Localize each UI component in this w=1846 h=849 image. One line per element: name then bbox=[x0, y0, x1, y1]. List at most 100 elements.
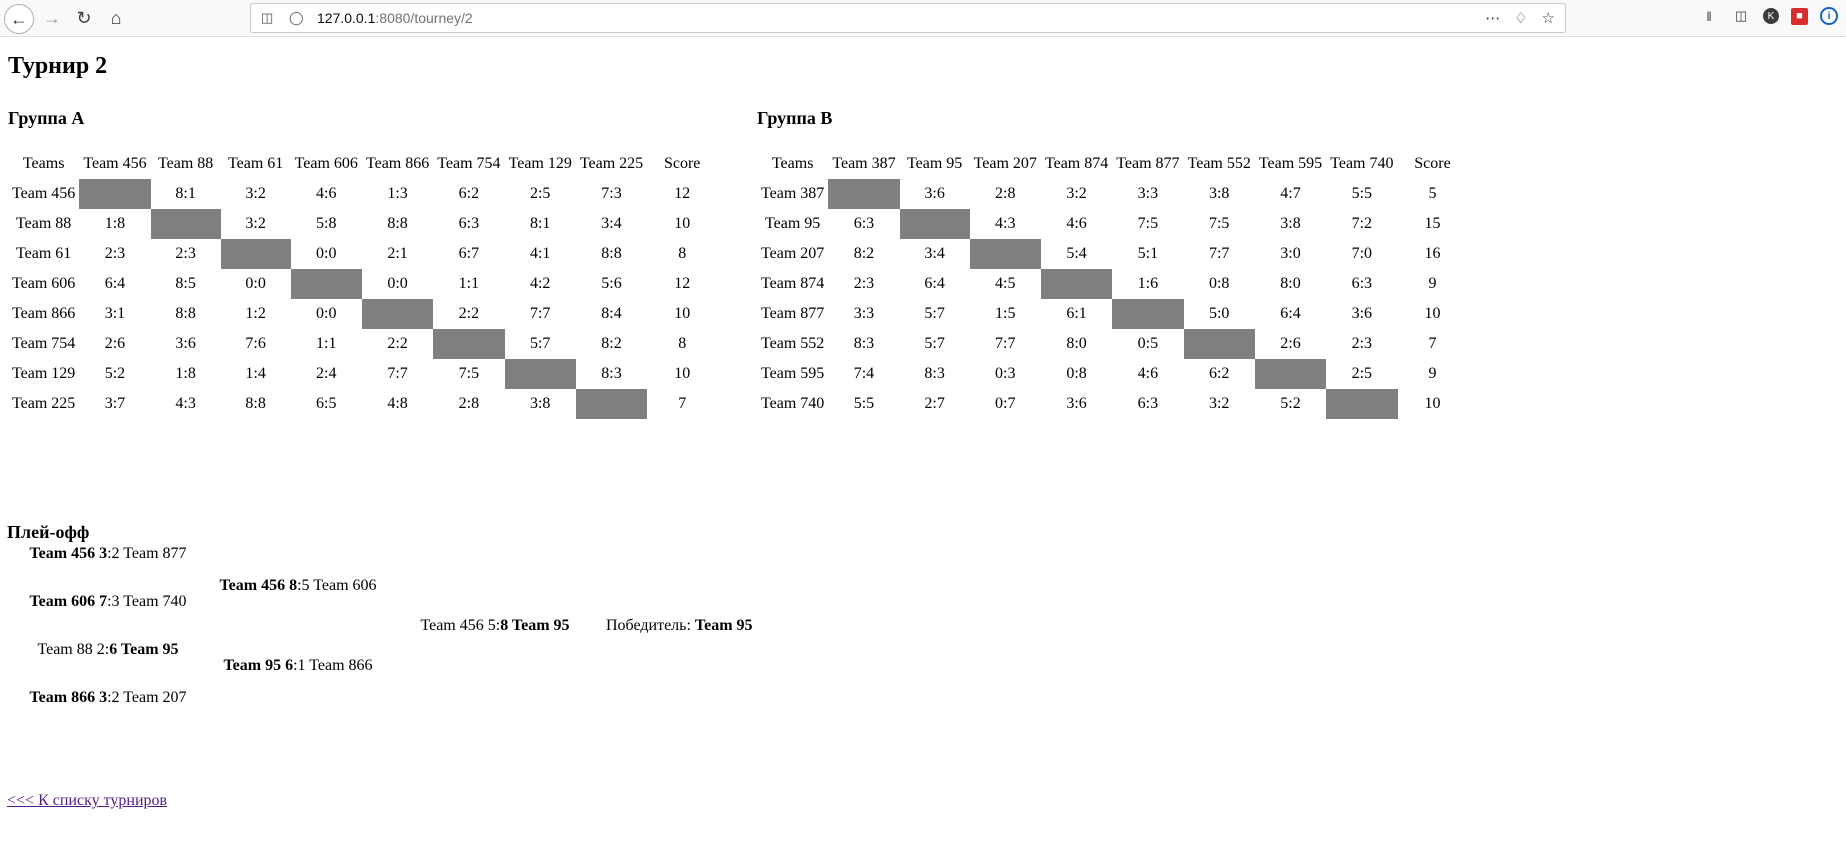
match-team-2: 6 Team 95 bbox=[109, 641, 179, 658]
match-score-cell: 3:8 bbox=[1208, 185, 1230, 202]
address-bar[interactable]: ◫ ◯ 127.0.0.1:8080/tourney/2 ⋯ ♢ ☆ bbox=[250, 3, 1566, 33]
match-score-cell: 2:8 bbox=[458, 395, 480, 412]
score-separator: : bbox=[107, 689, 112, 706]
table-row: Team 225 3:7 4:3 8:8 6:5 4:8 2:8 3:8 7 bbox=[8, 389, 717, 419]
match-score-cell: 4:7 bbox=[1280, 185, 1301, 202]
match-score-cell: 2:4 bbox=[316, 365, 337, 382]
match-score-cell: 3:6 bbox=[175, 335, 196, 352]
match-score-cell: 0:3 bbox=[995, 365, 1016, 382]
self-match-cell bbox=[290, 269, 362, 299]
match-score-cell: 7:5 bbox=[458, 365, 480, 382]
url-path: :8080/tourney/2 bbox=[375, 10, 473, 26]
match-team-1: Team 456 5 bbox=[420, 617, 496, 634]
match-score-cell: 6:3 bbox=[1351, 275, 1373, 292]
match-score-cell: 6:4 bbox=[1280, 305, 1301, 322]
match-score-cell: 5:7 bbox=[924, 335, 945, 352]
library-icon[interactable]: ‖ bbox=[1706, 8, 1712, 24]
back-arrow-icon[interactable]: ← bbox=[4, 4, 34, 34]
group-standings-table: Teams Team 456 Team 88 Team 61 Team 606 Team … bbox=[8, 149, 717, 419]
team-name-cell: Team 95 bbox=[765, 215, 821, 232]
playoff-match: Team 606 7:3 Team 740 bbox=[28, 593, 188, 611]
match-score-cell: 7:2 bbox=[1351, 215, 1373, 232]
sidebar-icon[interactable]: ◫ bbox=[1734, 8, 1748, 23]
match-score-cell: 7:5 bbox=[1137, 215, 1159, 232]
match-score-cell: 0:0 bbox=[387, 275, 408, 292]
reload-icon[interactable]: ↻ bbox=[76, 7, 92, 28]
bookmark-star-icon[interactable]: ☆ bbox=[1541, 10, 1555, 27]
group-a: Группа A Teams Team 456 Team 88 Team 61 Team … bbox=[8, 80, 717, 419]
match-score-cell: 3:1 bbox=[104, 305, 126, 322]
tourney-winner: Победитель: Team 95 bbox=[606, 617, 753, 635]
score-cell: 8 bbox=[678, 335, 687, 352]
winner-label: Победитель: bbox=[606, 617, 695, 634]
forward-arrow-icon[interactable]: → bbox=[43, 7, 61, 28]
match-score-cell: 4:6 bbox=[1066, 215, 1087, 232]
match-score-cell: 5:8 bbox=[316, 215, 337, 232]
extension-red-icon[interactable]: ■ bbox=[1791, 7, 1808, 25]
score-cell: 10 bbox=[674, 215, 691, 232]
match-score-cell: 6:2 bbox=[1208, 365, 1230, 382]
match-score-cell: 1:2 bbox=[245, 305, 266, 322]
table-header-cell: Teams bbox=[771, 155, 814, 172]
table-header-cell: Teams bbox=[22, 155, 65, 172]
match-score-cell: 3:8 bbox=[529, 395, 551, 412]
match-score-cell: 6:7 bbox=[458, 245, 480, 262]
match-score-cell: 4:6 bbox=[1137, 365, 1159, 382]
match-score-cell: 2:2 bbox=[387, 335, 408, 352]
score-cell: 10 bbox=[1424, 305, 1441, 322]
match-score-cell: 4:3 bbox=[995, 215, 1016, 232]
match-score-cell: 2:5 bbox=[529, 185, 551, 202]
match-score-cell: 5:1 bbox=[1137, 245, 1159, 262]
match-score-cell: 0:0 bbox=[316, 305, 337, 322]
playoff-match: Team 95 6:1 Team 866 bbox=[218, 657, 378, 675]
team-name-cell: Team 456 bbox=[12, 185, 76, 202]
team-name-cell: Team 595 bbox=[761, 365, 825, 382]
score-cell: 5 bbox=[1428, 185, 1437, 202]
score-separator: : bbox=[495, 617, 501, 634]
pocket-icon[interactable]: ♢ bbox=[1514, 10, 1528, 27]
tracking-shield-icon[interactable]: ◫ bbox=[261, 10, 274, 25]
match-score-cell: 8:8 bbox=[175, 305, 196, 322]
page-info-icon[interactable]: ◯ bbox=[289, 10, 304, 25]
table-row: Team 877 3:3 5:7 1:5 6:1 5:0 6:4 3:6 10 bbox=[757, 299, 1468, 329]
score-cell: 12 bbox=[674, 185, 691, 202]
extension-blue-icon[interactable]: i bbox=[1820, 7, 1838, 25]
score-cell: 8 bbox=[678, 245, 687, 262]
table-row: Team 552 8:3 5:7 7:7 8:0 0:5 2:6 2:3 7 bbox=[757, 329, 1468, 359]
table-header-cell: Score bbox=[1414, 155, 1451, 172]
table-header-cell: Team 61 bbox=[227, 155, 284, 172]
team-name-cell: Team 207 bbox=[761, 245, 825, 262]
match-team-2: 5 Team 606 bbox=[301, 577, 377, 594]
score-cell: 9 bbox=[1428, 275, 1437, 292]
score-cell: 15 bbox=[1424, 215, 1441, 232]
team-name-cell: Team 866 bbox=[12, 305, 76, 322]
match-score-cell: 8:0 bbox=[1280, 275, 1301, 292]
match-score-cell: 4:2 bbox=[529, 275, 551, 292]
match-score-cell: 8:0 bbox=[1066, 335, 1087, 352]
self-match-cell bbox=[1112, 299, 1184, 329]
group-title: Группа B bbox=[757, 108, 833, 128]
match-team-1: Team 606 7 bbox=[29, 593, 108, 610]
team-name-cell: Team 877 bbox=[761, 305, 825, 322]
match-score-cell: 3:4 bbox=[601, 215, 622, 232]
table-header-cell: Team 456 bbox=[83, 155, 147, 172]
team-name-cell: Team 754 bbox=[12, 335, 76, 352]
page-actions-icon[interactable]: ⋯ bbox=[1485, 10, 1501, 27]
score-cell: 7 bbox=[1428, 335, 1437, 352]
table-header-cell: Team 95 bbox=[906, 155, 963, 172]
table-row: Team 456 8:1 3:2 4:6 1:3 6:2 2:5 7:3 12 bbox=[8, 179, 717, 209]
match-score-cell: 3:6 bbox=[1351, 305, 1373, 322]
url-text[interactable]: 127.0.0.1:8080/tourney/2 bbox=[317, 10, 473, 26]
team-name-cell: Team 225 bbox=[12, 395, 76, 412]
match-score-cell: 3:2 bbox=[245, 215, 266, 232]
home-icon[interactable]: ⌂ bbox=[110, 7, 122, 28]
account-k-icon[interactable]: K bbox=[1763, 8, 1779, 24]
match-score-cell: 3:2 bbox=[245, 185, 266, 202]
back-to-tourneys-link[interactable]: <<< К списку турниров bbox=[7, 792, 168, 809]
match-team-2: 8 Team 95 bbox=[500, 617, 570, 634]
table-header-cell: Team 207 bbox=[973, 155, 1037, 172]
playoff-match: Team 88 2:6 Team 95 bbox=[28, 641, 188, 659]
match-score-cell: 8:2 bbox=[601, 335, 622, 352]
match-team-2: 2 Team 207 bbox=[111, 689, 187, 706]
match-score-cell: 7:7 bbox=[995, 335, 1016, 352]
